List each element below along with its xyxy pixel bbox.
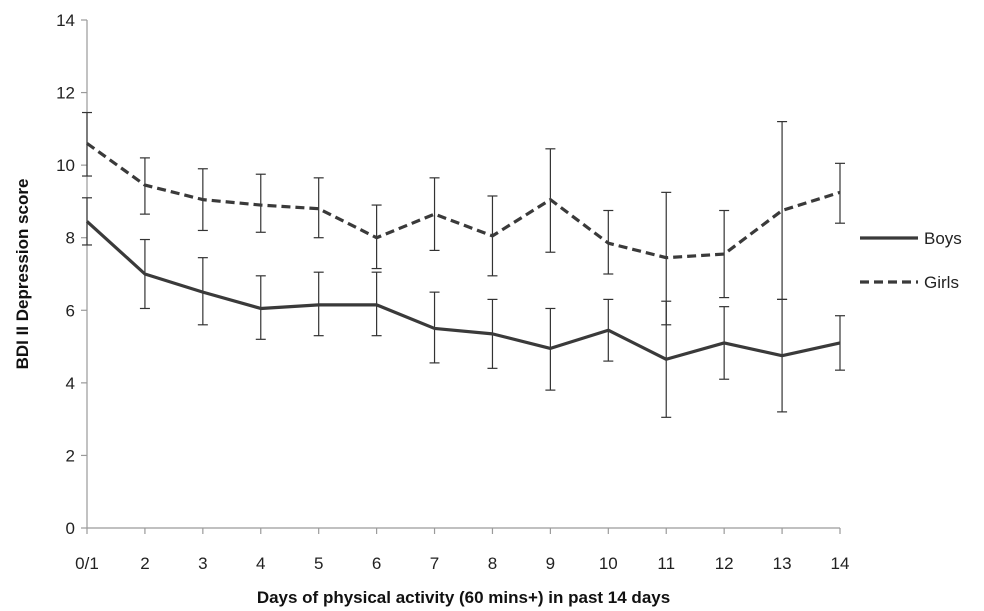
- y-tick-label: 0: [66, 519, 75, 538]
- legend-label-girls: Girls: [924, 273, 959, 292]
- y-tick-label: 14: [56, 11, 75, 30]
- x-tick-label: 12: [715, 554, 734, 573]
- y-tick-label: 10: [56, 156, 75, 175]
- x-tick-label: 9: [546, 554, 555, 573]
- series-lines: [85, 142, 841, 361]
- x-tick-label: 8: [488, 554, 497, 573]
- x-axis-title: Days of physical activity (60 mins+) in …: [257, 588, 670, 607]
- x-tick-labels: 0/1 2 3 4 5 6 7 8 9 10 11 12 13 14: [75, 554, 849, 573]
- y-tick-labels: 0 2 4 6 8 10 12 14: [56, 11, 75, 538]
- y-tick-label: 4: [66, 374, 75, 393]
- series-line-girls: [86, 142, 841, 260]
- x-tick-label: 14: [831, 554, 850, 573]
- y-tick-label: 6: [66, 301, 75, 320]
- legend: Boys Girls: [860, 229, 962, 292]
- x-tick-label: 0/1: [75, 554, 99, 573]
- x-tick-label: 10: [599, 554, 618, 573]
- x-tick-label: 6: [372, 554, 381, 573]
- y-tick-label: 2: [66, 446, 75, 465]
- y-tick-label: 12: [56, 84, 75, 103]
- y-tick-label: 8: [66, 229, 75, 248]
- error-bars: [82, 111, 845, 418]
- x-tick-label: 11: [657, 554, 675, 573]
- x-tick-label: 13: [773, 554, 792, 573]
- x-tick-label: 7: [430, 554, 439, 573]
- series-line-boys: [85, 220, 841, 361]
- x-tick-label: 4: [256, 554, 265, 573]
- legend-label-boys: Boys: [924, 229, 962, 248]
- y-axis-title: BDI II Depression score: [13, 179, 32, 370]
- x-tick-label: 5: [314, 554, 323, 573]
- x-tick-label: 2: [140, 554, 149, 573]
- axes: [81, 19, 841, 534]
- x-tick-label: 3: [198, 554, 207, 573]
